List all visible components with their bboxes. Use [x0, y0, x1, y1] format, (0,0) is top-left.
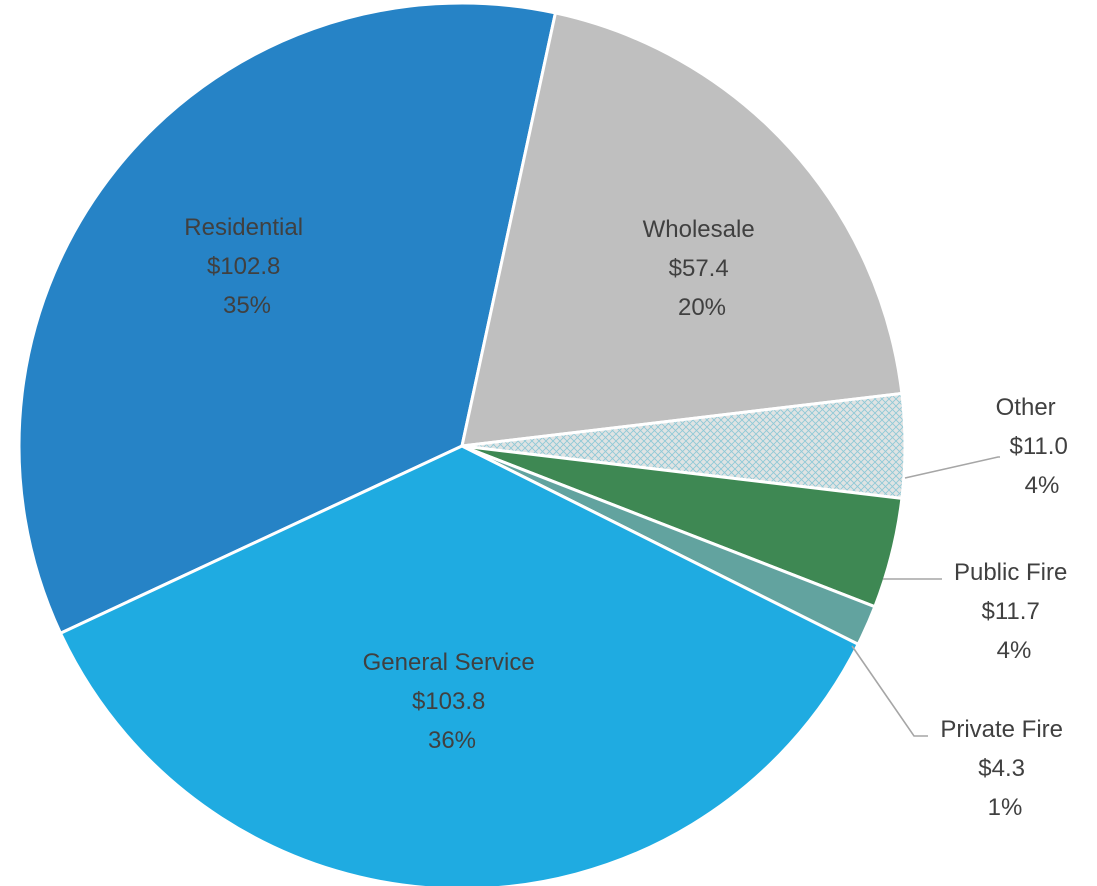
label-other-amount: $11.0 — [1010, 433, 1068, 460]
label-residential-name: Residential — [184, 214, 303, 241]
leader-line-other — [904, 456, 1000, 479]
label-public-fire: Public Fire $11.7 4% — [954, 559, 1074, 664]
label-public-fire-pct: 4% — [997, 637, 1032, 664]
label-general-service-pct: 36% — [428, 727, 476, 754]
slice-residential — [17, 1, 558, 636]
label-residential-amount: $102.8 — [207, 253, 280, 280]
label-private-fire-pct: 1% — [988, 794, 1023, 821]
label-other-name: Other — [996, 394, 1056, 421]
label-residential-pct: 35% — [223, 292, 271, 319]
slice-general-service — [58, 444, 861, 886]
label-private-fire-name: Private Fire — [940, 716, 1063, 743]
label-general-service: General Service $103.8 36% — [363, 649, 542, 754]
label-wholesale-pct: 20% — [678, 294, 726, 321]
slice-wholesale — [460, 11, 904, 448]
label-other: Other $11.0 4% — [996, 394, 1075, 499]
label-private-fire-amount: $4.3 — [978, 755, 1025, 782]
label-wholesale-amount: $57.4 — [669, 255, 729, 282]
label-wholesale-name: Wholesale — [643, 216, 755, 243]
label-wholesale: Wholesale $57.4 20% — [643, 216, 762, 321]
label-general-service-amount: $103.8 — [412, 688, 485, 715]
label-private-fire: Private Fire $4.3 1% — [940, 716, 1069, 821]
label-residential: Residential $102.8 35% — [184, 214, 309, 319]
label-general-service-name: General Service — [363, 649, 535, 676]
label-public-fire-name: Public Fire — [954, 559, 1067, 586]
label-public-fire-amount: $11.7 — [982, 598, 1040, 625]
label-other-pct: 4% — [1025, 472, 1060, 499]
leader-line-private-fire — [851, 645, 928, 737]
